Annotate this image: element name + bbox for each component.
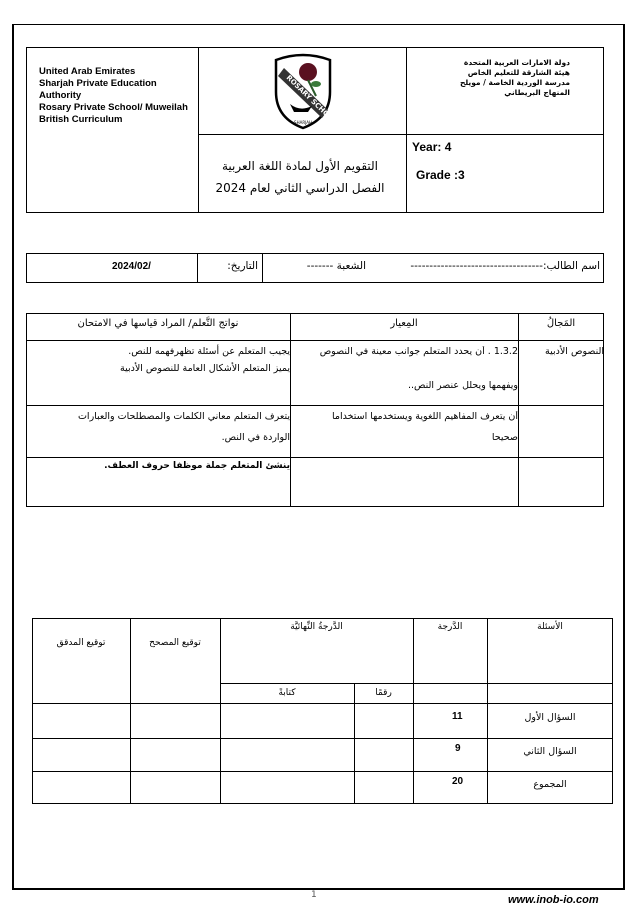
svg-text:SHARJAH: SHARJAH xyxy=(294,120,312,125)
divider xyxy=(32,738,613,739)
year-label: Year: 4 xyxy=(412,140,452,154)
header-line: مدرسة الوردية الخاصة / مويلح xyxy=(459,78,570,87)
outcome-cell: يتعرف المتعلم معاني الكلمات والمصطلحات و… xyxy=(77,411,290,422)
divider xyxy=(26,405,604,406)
header-marker-signature: توقيع المصحح xyxy=(149,638,201,648)
exam-title: التقويم الأول لمادة اللغة العربية الفصل … xyxy=(200,155,400,199)
page-frame xyxy=(12,24,625,890)
divider xyxy=(26,340,604,341)
divider xyxy=(198,47,199,213)
divider xyxy=(130,618,131,804)
school-logo: ROSARY SCHOOL SHARJAH xyxy=(272,52,339,130)
header-outcomes: نواتج التَّعلم/ المراد قياسها في الامتحا… xyxy=(77,318,239,329)
divider xyxy=(354,683,355,804)
english-header: United Arab Emirates Sharjah Private Edu… xyxy=(39,66,199,126)
grade-cell: 11 xyxy=(452,711,463,722)
standard-cell: صحيحا xyxy=(491,432,518,443)
grade-cell: 9 xyxy=(455,743,461,754)
header-line: دولة الامارات العربية المتحدة xyxy=(463,58,570,67)
arabic-header: دولة الامارات العربية المتحدة هيئة الشار… xyxy=(430,58,570,98)
outcome-cell: يميز المتعلم الأشكال العامة للنصوص الأدب… xyxy=(120,363,290,374)
grade-cell: 20 xyxy=(452,776,464,787)
date-value[interactable]: 2024/02/ xyxy=(112,261,151,272)
divider xyxy=(26,457,604,458)
header-line: المنهاج البريطاني xyxy=(504,88,570,97)
header-domain: المَجالُ xyxy=(546,318,576,329)
section-field[interactable]: الشعبة ------- xyxy=(306,260,366,272)
divider xyxy=(32,703,613,704)
divider xyxy=(413,618,414,804)
header-line: United Arab Emirates xyxy=(39,66,136,77)
question-cell: السؤال الثاني xyxy=(523,746,577,757)
grades-table xyxy=(32,618,613,804)
criteria-table xyxy=(26,313,604,507)
header-questions: الأسئلة xyxy=(537,622,563,632)
header-table xyxy=(26,47,604,213)
header-grade: الدَّرجة xyxy=(437,622,463,632)
student-name-field[interactable]: اسم الطالب:-----------------------------… xyxy=(410,260,600,272)
title-line: الفصل الدراسي الثاني لعام 2024 xyxy=(215,181,385,195)
header-words: كتابةً xyxy=(278,688,296,698)
header-line: Authority xyxy=(39,90,82,101)
divider xyxy=(197,253,198,283)
page-number: 1 xyxy=(311,890,317,900)
header-final-grade: الدَّرجةُ النِّهائيَّة xyxy=(290,622,343,632)
divider xyxy=(220,683,613,684)
standard-cell: أن يتعرف المفاهيم اللغوية ويستخدمها استخ… xyxy=(332,411,518,422)
outcome-cell: يجيب المتعلم عن أسئلة تظهرفهمه للنص. xyxy=(128,346,290,357)
grade-label: Grade :3 xyxy=(416,168,465,182)
divider xyxy=(32,771,613,772)
standard-cell: 1.3.2 . أن يحدد المتعلم جوانب معينة في ا… xyxy=(319,346,518,357)
header-line: Rosary Private School/ Muweilah xyxy=(39,102,188,113)
divider xyxy=(487,618,488,804)
divider xyxy=(406,47,407,213)
standard-cell: ويفهمها ويحلل عنصر النص.. xyxy=(407,380,518,391)
header-digits: رقمًا xyxy=(375,688,392,698)
divider xyxy=(290,313,291,507)
domain-cell: النصوص الأدبية xyxy=(545,346,604,357)
outcome-cell: ينشئ المتعلم جملة موظفا حروف العطف. xyxy=(104,461,290,471)
header-line: Sharjah Private Education xyxy=(39,78,157,89)
header-line: British Curriculum xyxy=(39,114,123,125)
student-info-row xyxy=(26,253,604,283)
divider xyxy=(262,253,263,283)
header-checker-signature: توقيع المدقق xyxy=(56,638,106,648)
divider xyxy=(518,313,519,507)
divider xyxy=(220,618,221,804)
header-standard: المِعيار xyxy=(390,318,418,329)
question-cell: المجموع xyxy=(533,779,567,790)
watermark: www.inob-io.com xyxy=(508,894,599,906)
date-label: التاريخ: xyxy=(227,260,258,272)
divider xyxy=(198,134,604,135)
outcome-cell: الواردة في النص. xyxy=(221,432,290,443)
header-line: هيئة الشارقة للتعليم الخاص xyxy=(467,68,570,77)
question-cell: السؤال الأول xyxy=(524,712,576,723)
title-line: التقويم الأول لمادة اللغة العربية xyxy=(221,159,379,173)
